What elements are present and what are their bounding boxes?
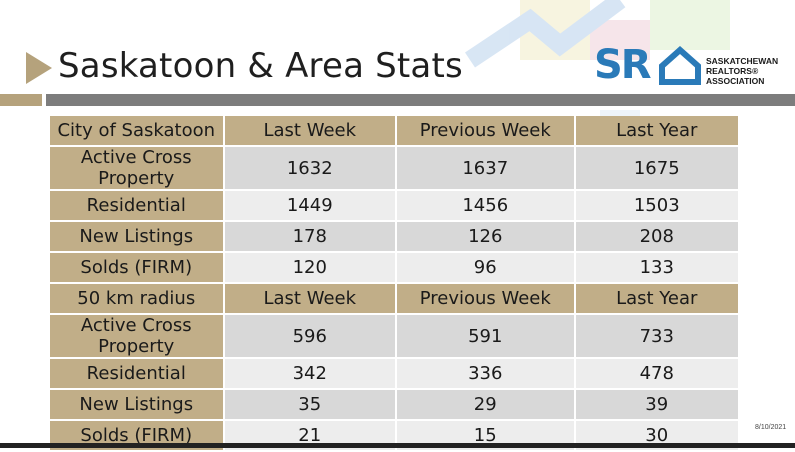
column-header-last-year: Last Year (575, 284, 738, 313)
logo-line-1: SASKATCHEWAN (706, 56, 779, 66)
title-arrow-icon (26, 52, 52, 84)
table-cell: 39 (575, 390, 738, 419)
logo-wordmark: SASKATCHEWAN REALTORS® ASSOCIATION (706, 56, 778, 86)
table-cell: 178 (224, 222, 395, 251)
table-cell: 120 (224, 253, 395, 282)
table-cell: 596 (224, 315, 395, 357)
table-cell: 591 (397, 315, 574, 357)
table-row: New Listings 35 29 39 (50, 390, 738, 419)
table-cell: 478 (575, 359, 738, 388)
table-row: Residential 1449 1456 1503 (50, 191, 738, 220)
accent-band-gray (46, 94, 795, 106)
stats-table: City of Saskatoon Last Week Previous Wee… (48, 114, 740, 452)
row-label: New Listings (50, 222, 223, 251)
table-row: Active Cross Property 596 591 733 (50, 315, 738, 357)
bottom-bar (0, 443, 795, 448)
row-label: New Listings (50, 390, 223, 419)
table-row: Active Cross Property 1632 1637 1675 (50, 147, 738, 189)
column-header-previous-week: Previous Week (397, 116, 574, 145)
house-icon (659, 46, 701, 85)
column-header-previous-week: Previous Week (397, 284, 574, 313)
row-label: Active Cross Property (50, 147, 223, 189)
column-header-last-week: Last Week (224, 116, 395, 145)
table-cell: 733 (575, 315, 738, 357)
row-label: Residential (50, 191, 223, 220)
logo-line-3: ASSOCIATION (706, 76, 765, 86)
row-label: Solds (FIRM) (50, 253, 223, 282)
table-cell: 1637 (397, 147, 574, 189)
table-cell: 96 (397, 253, 574, 282)
table-row: Solds (FIRM) 120 96 133 (50, 253, 738, 282)
table-cell: 342 (224, 359, 395, 388)
column-header-last-week: Last Week (224, 284, 395, 313)
table-cell: 35 (224, 390, 395, 419)
table-header-row: City of Saskatoon Last Week Previous Wee… (50, 116, 738, 145)
page-title: Saskatoon & Area Stats (58, 46, 463, 86)
table-cell: 1675 (575, 147, 738, 189)
accent-band-tan (0, 94, 42, 106)
row-label: Residential (50, 359, 223, 388)
logo-letters: SR (594, 42, 652, 88)
table-cell: 1632 (224, 147, 395, 189)
table-cell: 336 (397, 359, 574, 388)
table-row: Residential 342 336 478 (50, 359, 738, 388)
table-row: New Listings 178 126 208 (50, 222, 738, 251)
section-header-city: City of Saskatoon (50, 116, 223, 145)
table-cell: 208 (575, 222, 738, 251)
row-label: Active Cross Property (50, 315, 223, 357)
sra-logo: SR SASKATCHEWAN REALTORS® ASSOCIATION (594, 42, 794, 92)
table-cell: 29 (397, 390, 574, 419)
table-header-row: 50 km radius Last Week Previous Week Las… (50, 284, 738, 313)
table-cell: 1503 (575, 191, 738, 220)
table-cell: 133 (575, 253, 738, 282)
section-header-radius: 50 km radius (50, 284, 223, 313)
table-cell: 126 (397, 222, 574, 251)
table-cell: 1449 (224, 191, 395, 220)
table-cell: 1456 (397, 191, 574, 220)
logo-line-2: REALTORS® (706, 66, 759, 76)
column-header-last-year: Last Year (575, 116, 738, 145)
slide-date: 8/10/2021 (755, 424, 787, 431)
